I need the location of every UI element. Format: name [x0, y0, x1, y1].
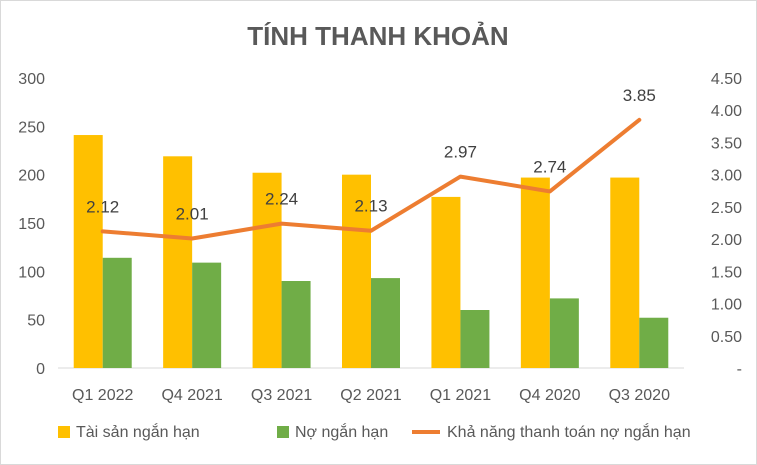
right-tick-label: - [737, 361, 742, 378]
data-label-current-ratio: 2.13 [354, 197, 387, 216]
category-label: Q4 2021 [161, 387, 222, 404]
category-label: Q1 2021 [430, 387, 491, 404]
right-tick-label: 0.50 [711, 329, 742, 346]
right-tick-label: 3.50 [711, 135, 742, 152]
right-tick-label: 4.00 [711, 103, 742, 120]
legend-swatch-current-assets [58, 426, 70, 438]
line-series [100, 117, 642, 241]
right-tick-label: 1.00 [711, 297, 742, 314]
line-current-ratio [100, 117, 642, 241]
bar-current-liabilities [281, 281, 311, 368]
left-y-axis: 0 50 100 150 200 250 300 [18, 71, 45, 378]
right-tick-label: 2.50 [711, 200, 742, 217]
bar-current-assets [610, 177, 640, 368]
chart-title: TÍNH THANH KHOẢN [247, 21, 508, 51]
data-labels: 2.12 2.01 2.24 2.13 2.97 2.74 3.85 [86, 86, 656, 224]
legend: Tài sản ngắn hạn Nợ ngắn hạn Khả năng th… [58, 422, 691, 441]
bar-current-liabilities [549, 298, 579, 368]
category-label: Q1 2022 [72, 387, 133, 404]
left-tick-label: 200 [18, 168, 45, 185]
right-tick-label: 1.50 [711, 264, 742, 281]
data-label-current-ratio: 2.97 [444, 143, 477, 162]
left-tick-label: 300 [18, 71, 45, 88]
legend-label-current-ratio: Khả năng thanh toán nợ ngắn hạn [447, 422, 691, 441]
bar-current-liabilities [371, 278, 400, 368]
x-axis: Q1 2022 Q4 2021 Q3 2021 Q2 2021 Q1 2021 Q4 20… [72, 387, 670, 404]
bar-series [73, 135, 669, 368]
right-y-axis: - 0.50 1.00 1.50 2.00 2.50 3.00 3.50 4.00 4.50 [711, 71, 742, 378]
category-label: Q3 2021 [251, 387, 312, 404]
category-label: Q2 2021 [340, 387, 401, 404]
bar-current-assets [252, 172, 282, 368]
category-label: Q3 2020 [609, 387, 670, 404]
bar-current-assets [163, 156, 193, 368]
bar-current-liabilities [192, 262, 222, 368]
bar-current-liabilities [460, 310, 490, 368]
right-tick-label: 4.50 [711, 71, 742, 88]
bar-current-liabilities [102, 257, 132, 368]
bar-current-assets [520, 177, 550, 368]
right-tick-label: 3.00 [711, 168, 742, 185]
data-label-current-ratio: 2.24 [265, 190, 298, 209]
left-tick-label: 0 [36, 361, 45, 378]
legend-label-current-assets: Tài sản ngắn hạn [76, 422, 200, 441]
bar-current-assets [73, 135, 103, 368]
legend-swatch-current-liabilities [277, 426, 289, 438]
data-label-current-ratio: 2.12 [86, 197, 119, 216]
left-tick-label: 250 [18, 119, 45, 136]
data-label-current-ratio: 3.85 [623, 86, 656, 105]
bar-current-liabilities [639, 317, 669, 368]
category-label: Q4 2020 [519, 387, 580, 404]
bar-current-assets [342, 174, 371, 368]
left-tick-label: 50 [27, 313, 45, 330]
data-label-current-ratio: 2.74 [533, 157, 566, 176]
left-tick-label: 100 [18, 264, 45, 281]
right-tick-label: 2.00 [711, 232, 742, 249]
legend-label-current-liabilities: Nợ ngắn hạn [295, 422, 388, 441]
left-tick-label: 150 [18, 216, 45, 233]
bar-current-assets [431, 196, 461, 368]
data-label-current-ratio: 2.01 [176, 204, 209, 223]
